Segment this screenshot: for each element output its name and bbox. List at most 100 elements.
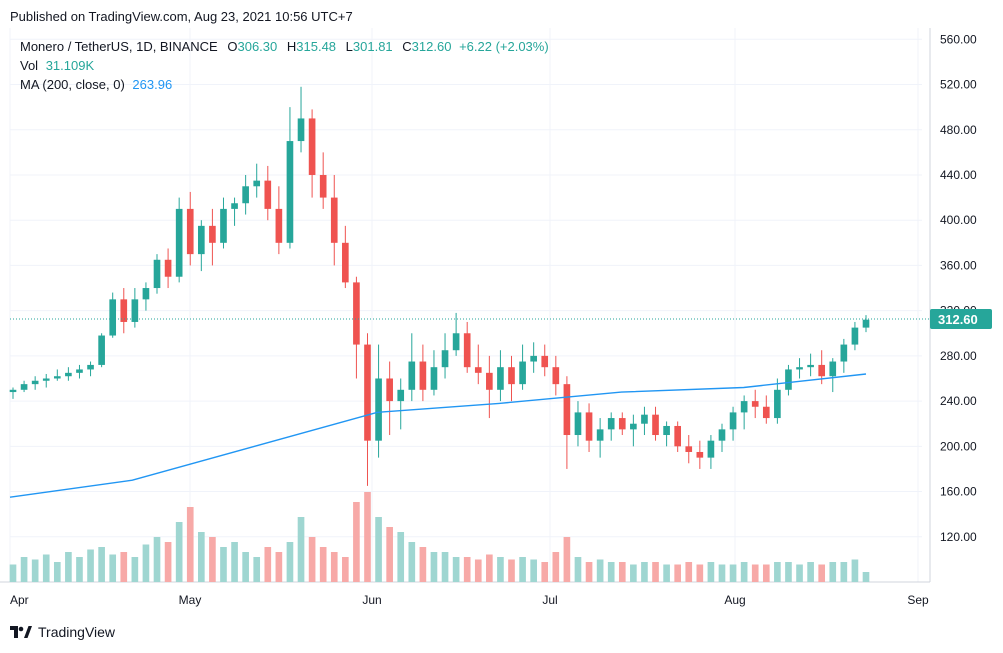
candle-body bbox=[452, 333, 460, 351]
candle-body bbox=[807, 364, 814, 368]
candle-body bbox=[519, 361, 526, 385]
volume-bar bbox=[552, 552, 560, 582]
volume-bar bbox=[153, 537, 161, 582]
volume-bar bbox=[109, 554, 117, 582]
candle-body bbox=[641, 414, 648, 424]
candle-body bbox=[785, 369, 792, 390]
volume-bar bbox=[297, 517, 305, 582]
volume-bar bbox=[31, 559, 39, 582]
candle-body bbox=[131, 299, 139, 322]
candle-body bbox=[342, 242, 349, 283]
candle-body bbox=[330, 197, 338, 243]
published-note: Published on TradingView.com, Aug 23, 20… bbox=[10, 9, 353, 24]
candle-body bbox=[253, 180, 261, 187]
candle-body bbox=[486, 372, 493, 390]
tradingview-logo-icon bbox=[10, 626, 32, 638]
candle-body bbox=[231, 203, 238, 209]
volume-bar bbox=[563, 537, 571, 582]
candle-body bbox=[774, 389, 781, 419]
candle-body bbox=[209, 225, 216, 243]
volume-bar bbox=[42, 554, 50, 582]
legend: Monero / TetherUS, 1D, BINANCE O306.30 H… bbox=[20, 37, 549, 94]
volume-bar bbox=[20, 557, 28, 582]
candle-body bbox=[9, 389, 17, 393]
candle-body bbox=[685, 446, 693, 452]
volume-bar bbox=[131, 557, 139, 582]
volume-bar bbox=[408, 542, 416, 582]
candle-body bbox=[364, 344, 371, 441]
volume-bar bbox=[231, 542, 238, 582]
candle-body bbox=[109, 299, 117, 336]
volume-bar bbox=[441, 552, 449, 582]
candle-body bbox=[87, 364, 94, 370]
volume-bar bbox=[718, 564, 726, 582]
x-tick-label: Apr bbox=[10, 593, 29, 607]
volume-bar bbox=[253, 557, 261, 582]
candle-body bbox=[42, 378, 50, 381]
volume-bar bbox=[386, 527, 393, 582]
volume-bar bbox=[65, 552, 72, 582]
volume-bar bbox=[142, 544, 150, 582]
candle-body bbox=[463, 333, 471, 368]
candle-body bbox=[663, 425, 670, 436]
volume-bar bbox=[740, 562, 748, 582]
high-value: 315.48 bbox=[296, 39, 337, 54]
ma-row[interactable]: MA (200, close, 0) 263.96 bbox=[20, 77, 173, 92]
candle-body bbox=[862, 319, 870, 328]
open-value: 306.30 bbox=[237, 39, 278, 54]
volume-bar bbox=[486, 554, 493, 582]
volume-bar bbox=[596, 559, 604, 582]
volume-bar bbox=[519, 557, 526, 582]
y-tick-label: 520.00 bbox=[940, 78, 977, 92]
candle-body bbox=[552, 367, 560, 385]
brand-name[interactable]: TradingView bbox=[38, 624, 116, 640]
candle-body bbox=[707, 440, 715, 458]
x-tick-label: Aug bbox=[724, 593, 745, 607]
volume-bar bbox=[120, 552, 128, 582]
candle-body bbox=[474, 367, 482, 373]
y-tick-label: 480.00 bbox=[940, 123, 977, 137]
volume-bar bbox=[308, 537, 316, 582]
volume-bar bbox=[729, 564, 737, 582]
candle-body bbox=[652, 414, 659, 436]
candle-body bbox=[762, 406, 770, 419]
y-tick-label: 160.00 bbox=[940, 485, 977, 499]
x-tick-label: May bbox=[179, 593, 202, 607]
low-value: 301.81 bbox=[352, 39, 393, 54]
volume-bar bbox=[530, 559, 537, 582]
volume-bar bbox=[98, 547, 105, 582]
candle-body bbox=[275, 208, 283, 243]
candle-body bbox=[198, 225, 205, 255]
candle-body bbox=[76, 369, 83, 373]
candle-body bbox=[20, 384, 28, 390]
candle-body bbox=[297, 118, 305, 142]
candle-body bbox=[796, 367, 803, 370]
candle-body bbox=[497, 367, 504, 390]
candle-body bbox=[829, 361, 837, 377]
y-tick-label: 560.00 bbox=[940, 32, 977, 46]
volume-bar bbox=[353, 502, 360, 582]
y-tick-label: 280.00 bbox=[940, 349, 977, 363]
candle-body bbox=[729, 412, 737, 430]
candle-body bbox=[153, 259, 161, 289]
candle-body bbox=[220, 208, 227, 243]
candle-body bbox=[851, 327, 859, 345]
candle-body bbox=[164, 259, 172, 277]
candle-body bbox=[574, 412, 582, 436]
volume-bar bbox=[630, 564, 637, 582]
volume-bar bbox=[319, 547, 327, 582]
candle-body bbox=[840, 344, 848, 362]
symbol-label[interactable]: Monero / TetherUS, 1D, BINANCE bbox=[20, 39, 218, 54]
candle-body bbox=[541, 355, 549, 368]
candle-body bbox=[186, 208, 194, 255]
candle-body bbox=[818, 364, 826, 377]
volume-bar bbox=[375, 517, 382, 582]
volume-row[interactable]: Vol 31.109K bbox=[20, 58, 95, 73]
candle-body bbox=[530, 355, 537, 362]
volume-bar bbox=[209, 537, 216, 582]
candle-body bbox=[618, 418, 626, 430]
y-tick-label: 360.00 bbox=[940, 258, 977, 272]
volume-bar bbox=[641, 562, 648, 582]
volume-bar bbox=[762, 564, 770, 582]
